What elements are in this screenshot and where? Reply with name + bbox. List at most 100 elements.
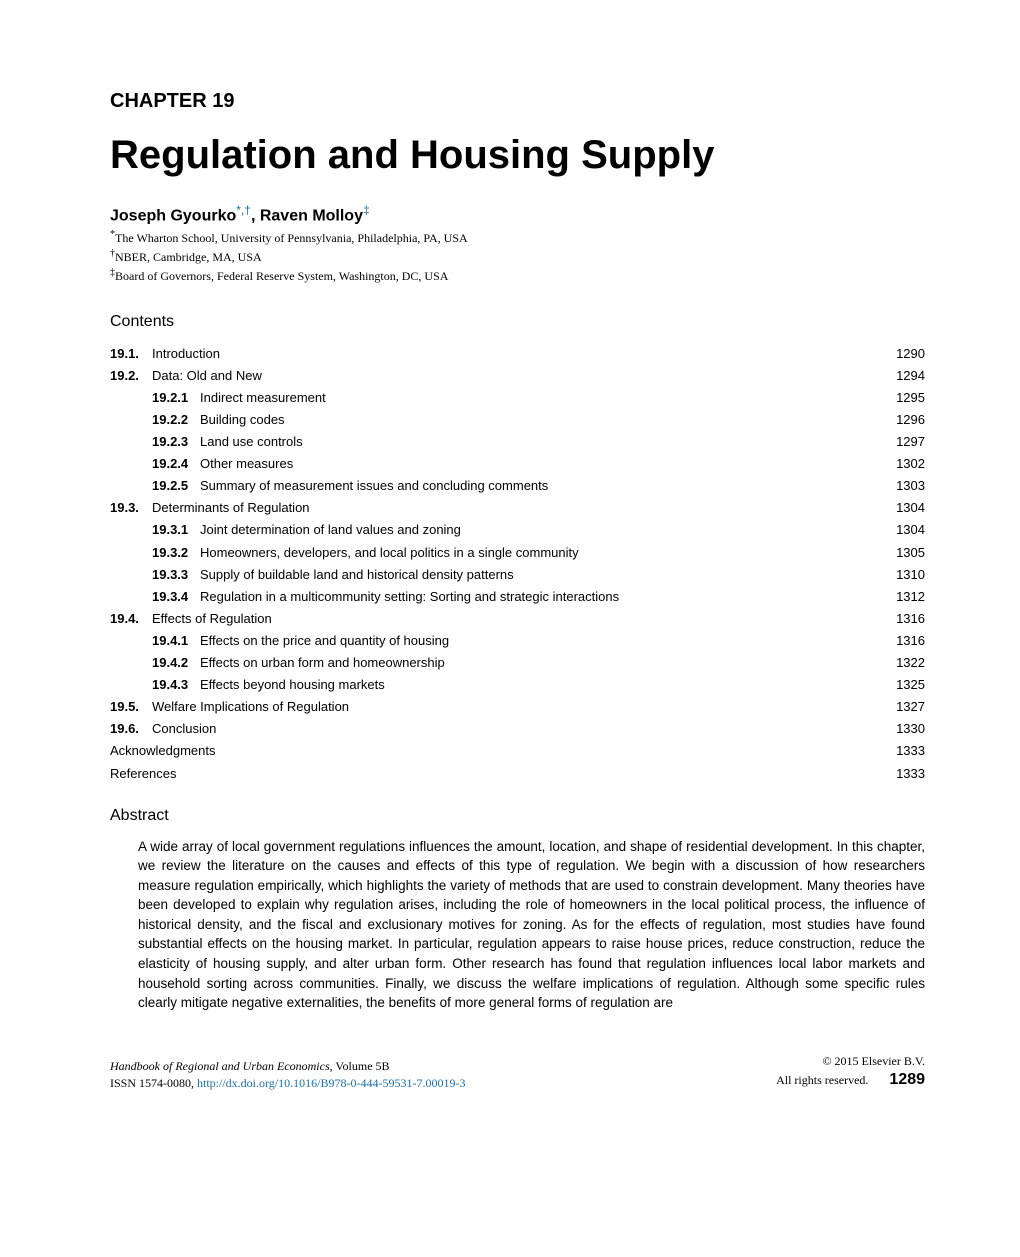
- toc-row: 19.2.2Building codes 1296: [110, 409, 925, 431]
- footer-issn: ISSN 1574-0080,: [110, 1076, 197, 1090]
- toc-row: 19.3.1Joint determination of land values…: [110, 519, 925, 541]
- affiliation-3-text: Board of Governors, Federal Reserve Syst…: [115, 269, 448, 283]
- toc-page: 1305: [875, 542, 925, 564]
- toc-num: 19.1.: [110, 343, 152, 365]
- chapter-label: CHAPTER 19: [110, 90, 925, 113]
- toc-page: 1295: [875, 387, 925, 409]
- contents-heading: Contents: [110, 313, 925, 331]
- toc-num: 19.4.2: [152, 652, 200, 674]
- toc-num: 19.2.: [110, 365, 152, 387]
- toc-page: 1294: [875, 365, 925, 387]
- author-1-name: Joseph Gyourko: [110, 207, 236, 224]
- toc-text: Regulation in a multicommunity setting: …: [200, 586, 619, 608]
- toc-row: 19.2.3Land use controls 1297: [110, 431, 925, 453]
- toc-text: Effects on urban form and homeownership: [200, 652, 445, 674]
- footer-left: Handbook of Regional and Urban Economics…: [110, 1058, 465, 1092]
- toc-text: Summary of measurement issues and conclu…: [200, 475, 548, 497]
- author-sep: ,: [251, 207, 260, 224]
- toc-text: Homeowners, developers, and local politi…: [200, 542, 579, 564]
- toc-text: Effects beyond housing markets: [200, 674, 385, 696]
- toc-row: 19.2.4Other measures 1302: [110, 453, 925, 475]
- toc-row: Acknowledgments 1333: [110, 740, 925, 762]
- affiliation-1-text: The Wharton School, University of Pennsy…: [115, 231, 468, 245]
- toc-row: 19.4.3Effects beyond housing markets 132…: [110, 674, 925, 696]
- toc-text: Acknowledgments: [110, 740, 216, 762]
- author-2-name: Raven Molloy: [260, 207, 363, 224]
- toc-num: 19.6.: [110, 718, 152, 740]
- page-footer: Handbook of Regional and Urban Economics…: [110, 1053, 925, 1092]
- toc-text: Building codes: [200, 409, 285, 431]
- toc-page: 1327: [875, 696, 925, 718]
- toc-row: 19.3.2Homeowners, developers, and local …: [110, 542, 925, 564]
- toc-row: 19.4.Effects of Regulation 1316: [110, 608, 925, 630]
- toc-text: Joint determination of land values and z…: [200, 519, 461, 541]
- toc-page: 1297: [875, 431, 925, 453]
- toc-page: 1333: [875, 740, 925, 762]
- toc-page: 1316: [875, 630, 925, 652]
- toc-num: 19.5.: [110, 696, 152, 718]
- toc-row: 19.4.2Effects on urban form and homeowne…: [110, 652, 925, 674]
- toc-num: 19.4.3: [152, 674, 200, 696]
- toc-row: 19.2.5Summary of measurement issues and …: [110, 475, 925, 497]
- toc-row: 19.2.Data: Old and New 1294: [110, 365, 925, 387]
- toc-num: 19.4.: [110, 608, 152, 630]
- toc-page: 1316: [875, 608, 925, 630]
- toc-page: 1330: [875, 718, 925, 740]
- toc-text: Land use controls: [200, 431, 303, 453]
- author-2-sup-1[interactable]: ‡: [363, 203, 370, 217]
- toc-text: Indirect measurement: [200, 387, 326, 409]
- toc-text: Effects on the price and quantity of hou…: [200, 630, 449, 652]
- affiliation-1: *The Wharton School, University of Penns…: [110, 228, 925, 247]
- toc-text: References: [110, 763, 176, 785]
- toc-num: 19.4.1: [152, 630, 200, 652]
- toc-text: Conclusion: [152, 718, 216, 740]
- toc-num: 19.2.3: [152, 431, 200, 453]
- footer-right: © 2015 Elsevier B.V. All rights reserved…: [776, 1053, 925, 1092]
- toc-row: 19.1.Introduction 1290: [110, 343, 925, 365]
- toc-text: Data: Old and New: [152, 365, 262, 387]
- toc-page: 1312: [875, 586, 925, 608]
- toc-page: 1333: [875, 763, 925, 785]
- toc-page: 1302: [875, 453, 925, 475]
- toc-text: Other measures: [200, 453, 293, 475]
- footer-volume: , Volume 5B: [330, 1059, 390, 1073]
- toc-row: 19.4.1Effects on the price and quantity …: [110, 630, 925, 652]
- affiliation-2: †NBER, Cambridge, MA, USA: [110, 247, 925, 266]
- footer-doi-link[interactable]: http://dx.doi.org/10.1016/B978-0-444-595…: [197, 1076, 465, 1090]
- toc-num: 19.3.2: [152, 542, 200, 564]
- toc-text: Effects of Regulation: [152, 608, 272, 630]
- toc-page: 1303: [875, 475, 925, 497]
- toc-row: 19.6.Conclusion 1330: [110, 718, 925, 740]
- footer-rights: All rights reserved.: [776, 1073, 868, 1087]
- toc-page: 1304: [875, 497, 925, 519]
- toc-num: 19.3.1: [152, 519, 200, 541]
- toc-page: 1325: [875, 674, 925, 696]
- toc-text: Supply of buildable land and historical …: [200, 564, 514, 586]
- toc-text: Welfare Implications of Regulation: [152, 696, 349, 718]
- toc-page: 1310: [875, 564, 925, 586]
- toc-num: 19.3.4: [152, 586, 200, 608]
- affiliation-2-text: NBER, Cambridge, MA, USA: [115, 250, 262, 264]
- toc-row: References 1333: [110, 763, 925, 785]
- toc-page: 1322: [875, 652, 925, 674]
- chapter-title: Regulation and Housing Supply: [110, 133, 925, 178]
- toc-text: Introduction: [152, 343, 220, 365]
- affiliation-3: ‡Board of Governors, Federal Reserve Sys…: [110, 266, 925, 285]
- toc-page: 1304: [875, 519, 925, 541]
- toc-num: 19.2.4: [152, 453, 200, 475]
- toc-row: 19.3.3Supply of buildable land and histo…: [110, 564, 925, 586]
- toc-row: 19.5.Welfare Implications of Regulation …: [110, 696, 925, 718]
- abstract-text: A wide array of local government regulat…: [110, 837, 925, 1013]
- toc-text: Determinants of Regulation: [152, 497, 310, 519]
- toc-page: 1290: [875, 343, 925, 365]
- authors: Joseph Gyourko*,†, Raven Molloy‡: [110, 203, 925, 225]
- toc-page: 1296: [875, 409, 925, 431]
- toc-num: 19.2.1: [152, 387, 200, 409]
- toc-num: 19.3.3: [152, 564, 200, 586]
- page-number: 1289: [889, 1071, 925, 1088]
- toc-row: 19.3.Determinants of Regulation 1304: [110, 497, 925, 519]
- toc-num: 19.2.2: [152, 409, 200, 431]
- toc-row: 19.3.4Regulation in a multicommunity set…: [110, 586, 925, 608]
- author-1-sup-2[interactable]: †: [244, 203, 251, 217]
- abstract-heading: Abstract: [110, 807, 925, 825]
